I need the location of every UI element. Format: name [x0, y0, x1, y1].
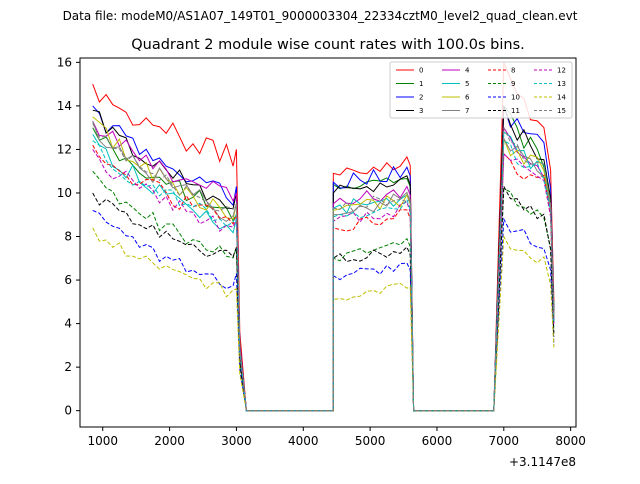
legend-label-15: 15: [557, 107, 566, 115]
series-line-13: [92, 139, 555, 412]
legend-label-12: 12: [557, 67, 566, 75]
legend-label-11: 11: [511, 107, 520, 115]
legend-label-6: 6: [465, 94, 470, 102]
y-tick-label: 4: [64, 317, 72, 331]
x-tick-label: 2000: [154, 434, 185, 448]
series-line-1: [92, 104, 555, 412]
legend-label-13: 13: [557, 80, 566, 88]
series-line-8: [92, 144, 555, 412]
x-tick-label: 5000: [355, 434, 386, 448]
legend-label-10: 10: [511, 94, 520, 102]
x-tick-label: 1000: [87, 434, 118, 448]
x-offset-label: +3.1147e8: [509, 455, 576, 469]
plot-lines: [92, 62, 555, 412]
legend-label-2: 2: [419, 94, 423, 102]
x-tick-label: 7000: [489, 434, 520, 448]
y-tick-label: 6: [64, 273, 72, 287]
y-tick-label: 0: [64, 404, 72, 418]
legend-label-4: 4: [465, 67, 470, 75]
legend-label-14: 14: [557, 94, 566, 102]
y-tick-label: 14: [57, 99, 72, 113]
legend-label-3: 3: [419, 107, 423, 115]
legend-label-9: 9: [511, 80, 515, 88]
series-line-2: [92, 105, 555, 412]
legend-box: [389, 61, 573, 119]
x-tick-label: 3000: [221, 434, 252, 448]
series-line-15: [92, 123, 555, 412]
y-tick-label: 16: [57, 55, 72, 69]
y-tick-label: 8: [64, 230, 72, 244]
legend-label-5: 5: [465, 80, 469, 88]
axes-frame: [79, 57, 577, 428]
chart-title: Quadrant 2 module wise count rates with …: [131, 37, 525, 53]
x-tick-label: 6000: [422, 434, 453, 448]
legend-label-1: 1: [419, 80, 423, 88]
series-line-10: [92, 209, 555, 412]
legend-label-7: 7: [465, 107, 469, 115]
legend-label-8: 8: [511, 67, 515, 75]
x-tick-label: 8000: [555, 434, 586, 448]
series-line-11: [92, 184, 555, 412]
series-line-9: [92, 170, 555, 412]
x-tick-label: 4000: [288, 434, 319, 448]
series-line-4: [92, 120, 555, 412]
y-tick-label: 10: [57, 186, 72, 200]
y-tick-label: 12: [57, 142, 72, 156]
series-line-14: [92, 227, 555, 412]
y-tick-label: 2: [64, 360, 72, 374]
axis-ticks: 1000 2000 3000 4000 5000 6000 7000 800002468101…: [57, 55, 586, 448]
chart-suptitle: Data file: modeM0/AS1A07_149T01_90000033…: [63, 9, 578, 23]
series-line-3: [92, 105, 555, 412]
legend-label-0: 0: [419, 67, 423, 75]
series-line-5: [92, 131, 555, 412]
